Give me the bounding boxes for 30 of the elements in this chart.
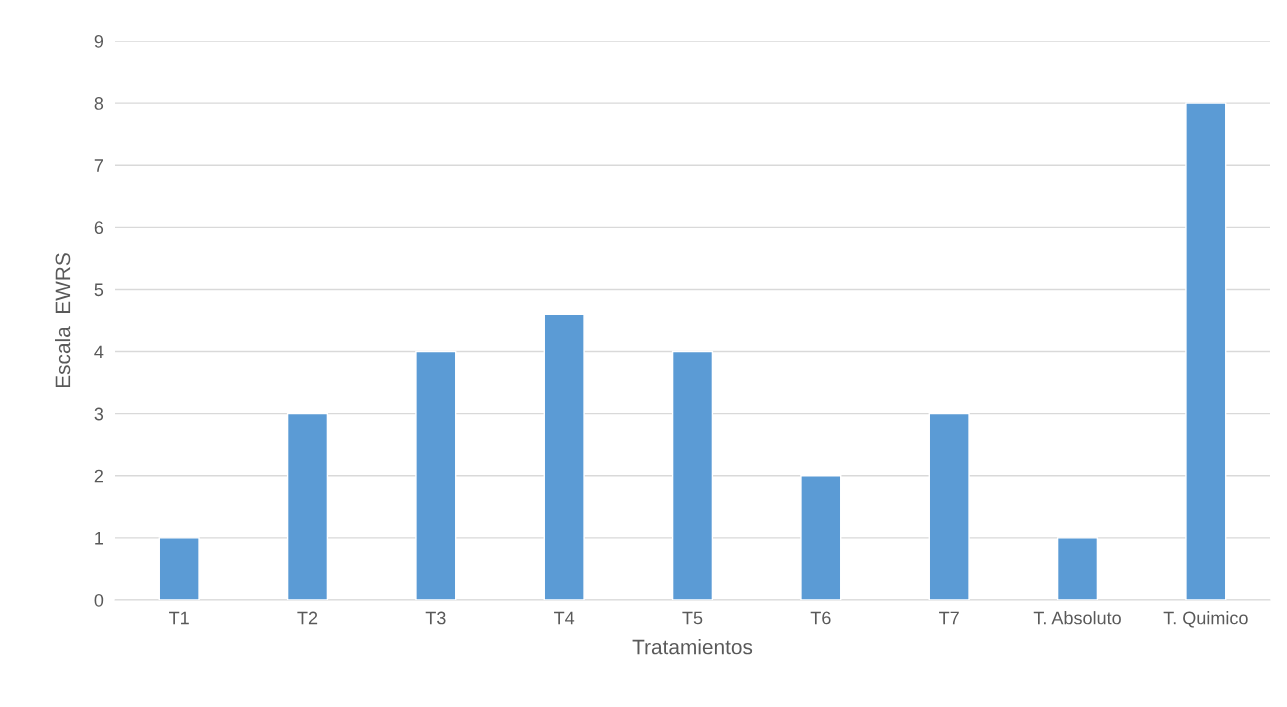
y-tick-label: 1 <box>95 532 104 545</box>
y-tick-label: 9 <box>94 34 104 48</box>
y-tick-label: 0 <box>94 593 104 607</box>
bar <box>1056 537 1099 600</box>
bar <box>800 475 842 600</box>
bar <box>286 412 329 600</box>
bar <box>543 313 585 600</box>
x-axis-title: Tratamientos <box>632 639 753 655</box>
x-tick-label: T2 <box>297 611 318 625</box>
y-tick-label: 5 <box>94 283 104 297</box>
y-tick-label: 8 <box>94 97 104 110</box>
bar <box>928 412 970 600</box>
x-tick-label: T6 <box>810 611 831 625</box>
x-tick-label: T4 <box>554 611 575 625</box>
y-tick-label: 4 <box>94 345 104 359</box>
x-tick-label: T5 <box>682 611 703 625</box>
y-axis-title: Escala EWRS <box>54 253 71 388</box>
y-tick-label: 6 <box>94 221 104 235</box>
x-tick-label: T. Absoluto <box>1033 611 1121 625</box>
x-tick-label: T1 <box>169 611 189 625</box>
bar <box>158 537 200 600</box>
x-tick-label: T7 <box>939 611 959 625</box>
bar <box>671 350 714 600</box>
bar <box>1185 102 1227 600</box>
y-tick-label: 3 <box>94 407 104 421</box>
y-tick-label: 2 <box>94 469 103 483</box>
x-tick-label: T. Quimico <box>1163 611 1248 628</box>
bar <box>415 350 457 600</box>
y-tick-label: 7 <box>94 159 103 172</box>
x-tick-label: T3 <box>425 611 446 625</box>
